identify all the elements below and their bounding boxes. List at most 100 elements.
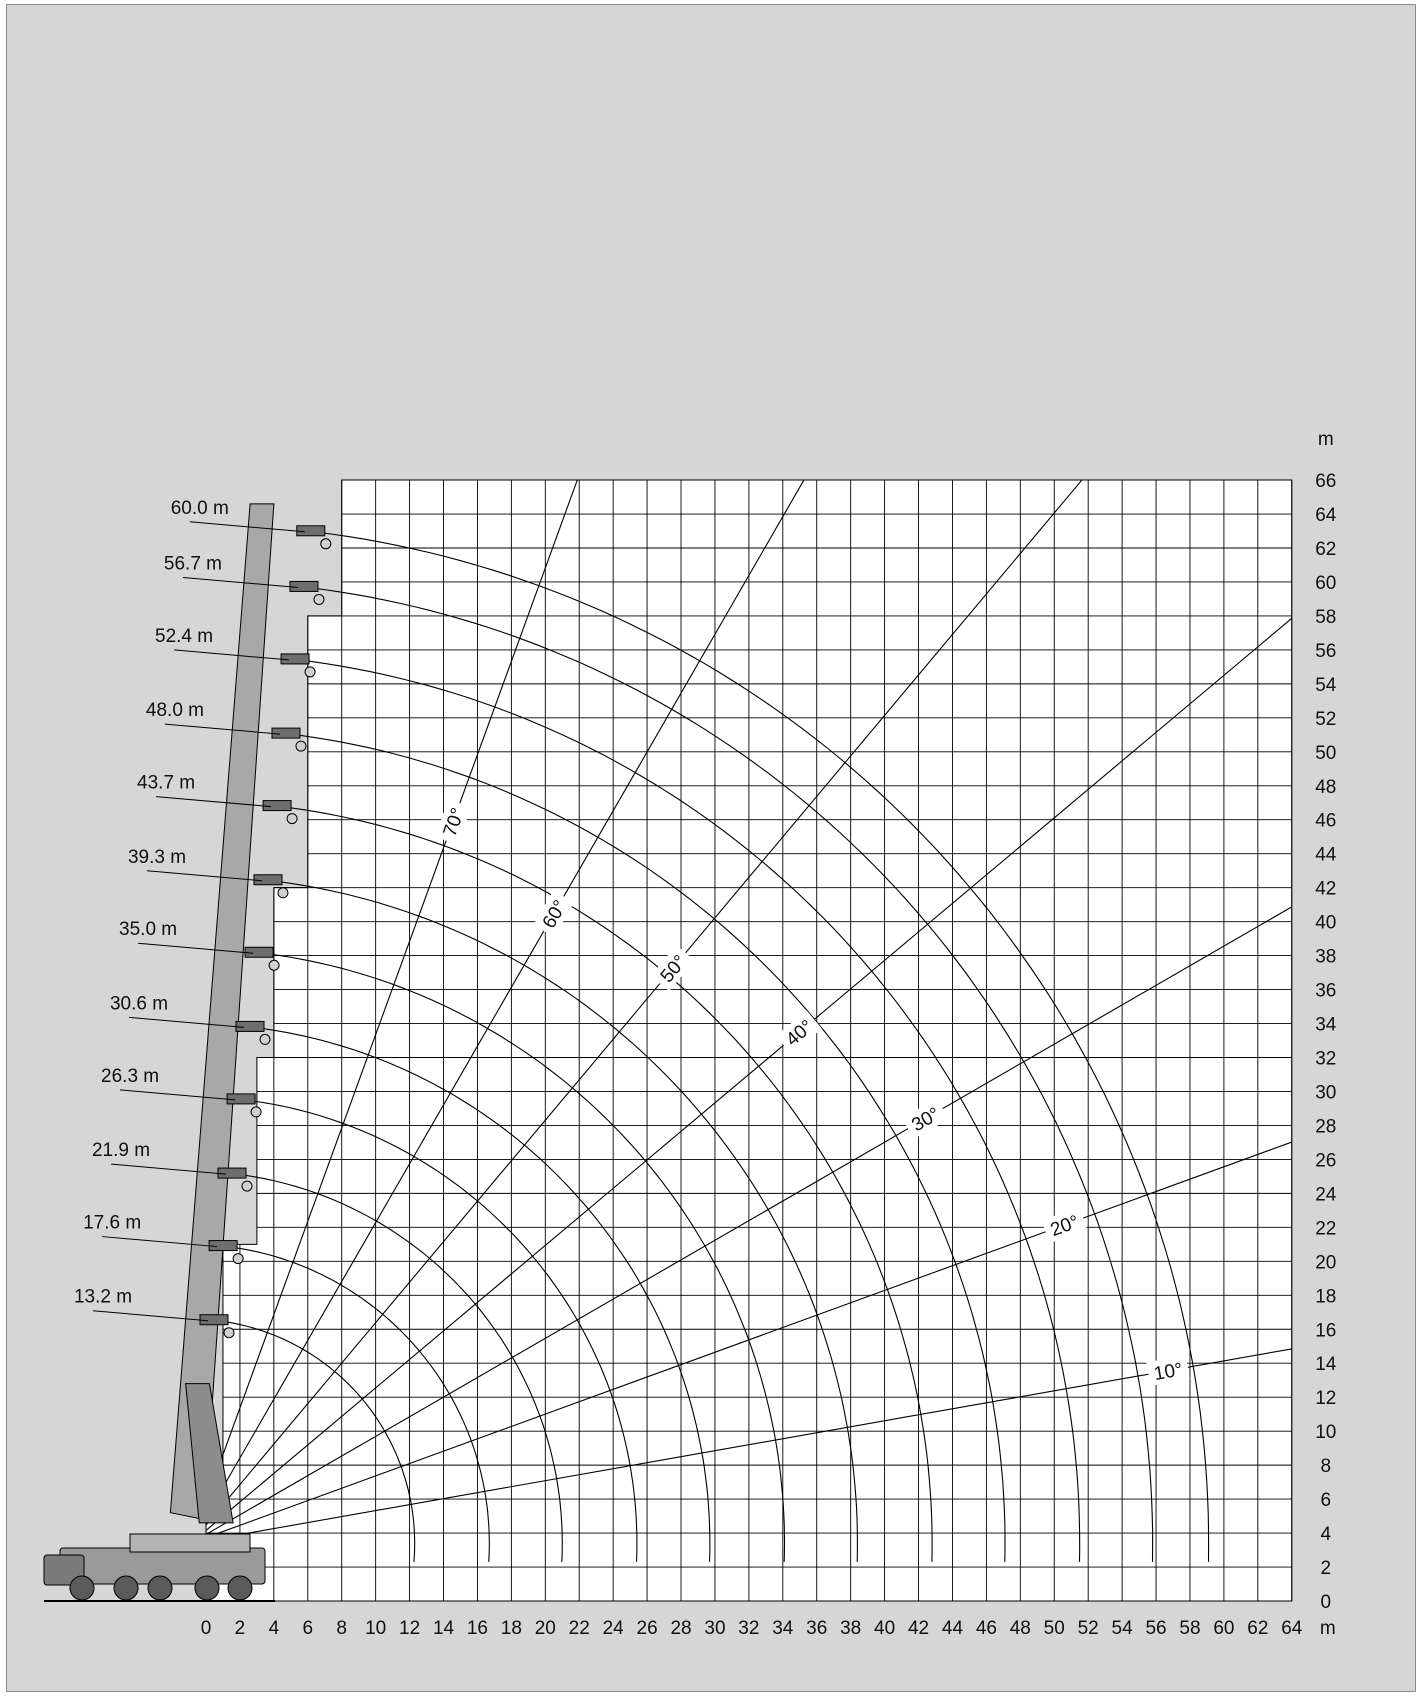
boom-length-leader xyxy=(102,1236,218,1248)
y-tick-label: 52 xyxy=(1315,709,1336,730)
boom-length-leader xyxy=(182,576,299,588)
x-tick-label: 62 xyxy=(1247,1618,1268,1639)
boom-length-label: 13.2 m xyxy=(74,1287,132,1308)
x-tick-label: 46 xyxy=(976,1618,997,1639)
y-tick-label: 22 xyxy=(1315,1218,1336,1239)
angle-label-bg xyxy=(434,798,472,845)
x-tick-label: 56 xyxy=(1145,1618,1166,1639)
hook-block xyxy=(286,813,298,825)
radius-arc-39-3 xyxy=(271,880,858,1562)
x-tick-label: 6 xyxy=(303,1618,314,1639)
boom-length-label: 39.3 m xyxy=(128,847,186,868)
x-tick-label: 36 xyxy=(806,1618,827,1639)
boom-length-leader xyxy=(189,521,305,533)
radius-arc-56-7 xyxy=(307,586,1154,1562)
y-tick-label: 36 xyxy=(1315,981,1336,1002)
x-tick-label: 12 xyxy=(399,1618,420,1639)
boom-length-leader xyxy=(110,1163,227,1175)
hook-block xyxy=(277,887,289,899)
hook-block xyxy=(250,1106,262,1118)
boom-length-leader xyxy=(138,942,254,954)
boom-length-label: 43.7 m xyxy=(137,773,195,794)
y-tick-label: 50 xyxy=(1315,743,1336,764)
x-tick-label: 8 xyxy=(336,1618,347,1639)
boom-section-head xyxy=(253,874,283,886)
boom-section-head xyxy=(199,1314,229,1326)
y-tick-label: 6 xyxy=(1320,1490,1331,1511)
angle-label-bg xyxy=(1041,1206,1088,1244)
boom-section-head xyxy=(271,727,301,739)
y-tick-label: 24 xyxy=(1315,1184,1337,1205)
angle-line-10 xyxy=(205,1348,1292,1542)
y-tick-label: 66 xyxy=(1315,471,1336,492)
hook-block xyxy=(320,538,332,550)
y-tick-label: 10 xyxy=(1315,1422,1336,1443)
angle-line-50 xyxy=(205,479,1083,1526)
radius-arc-35 xyxy=(263,952,786,1562)
y-tick-label: 2 xyxy=(1320,1558,1331,1579)
boom-length-leader xyxy=(156,796,272,808)
hook-block xyxy=(313,593,325,605)
y-tick-label: 4 xyxy=(1320,1524,1331,1545)
crane-cab xyxy=(43,1554,85,1586)
boom-length-leader xyxy=(164,723,281,735)
boom-length-leader xyxy=(174,649,290,661)
angle-line-70 xyxy=(205,479,578,1502)
boom-length-label: 30.6 m xyxy=(110,993,168,1014)
crane-illustration xyxy=(43,503,332,1602)
radius-arc-43-7 xyxy=(281,806,933,1562)
angle-line-40 xyxy=(205,617,1293,1531)
radius-arc-30-6 xyxy=(253,1026,711,1562)
y-tick-label: 0 xyxy=(1320,1592,1331,1613)
x-tick-label: 16 xyxy=(467,1618,488,1639)
boom-length-leader xyxy=(120,1089,236,1101)
boom-section-head xyxy=(208,1240,238,1252)
crane-boom xyxy=(169,503,275,1521)
angle-label-bg xyxy=(775,1010,822,1055)
y-tick-label: 60 xyxy=(1315,573,1336,594)
x-tick-label: 0 xyxy=(201,1618,212,1639)
y-tick-label: 38 xyxy=(1315,947,1336,968)
hook-block xyxy=(268,959,280,971)
boom-length-label: 52.4 m xyxy=(155,626,213,647)
x-tick-label: 20 xyxy=(535,1618,556,1639)
boom-length-label: 60.0 m xyxy=(171,498,229,519)
y-tick-label: 48 xyxy=(1315,777,1336,798)
boom-section-head xyxy=(296,525,326,537)
y-tick-label: 42 xyxy=(1315,879,1336,900)
y-tick-label: 64 xyxy=(1315,505,1337,526)
x-tick-label: 18 xyxy=(501,1618,522,1639)
x-tick-label: 64 xyxy=(1281,1618,1303,1639)
crane-wheel xyxy=(113,1575,139,1601)
x-tick-label: 38 xyxy=(840,1618,861,1639)
angle-label-bg xyxy=(650,945,695,992)
radius-arc-21-9 xyxy=(235,1173,563,1562)
x-axis-label: m xyxy=(1320,1618,1336,1639)
radius-arc-52-4 xyxy=(299,659,1081,1562)
y-tick-label: 8 xyxy=(1320,1456,1331,1477)
hook-block xyxy=(241,1180,253,1192)
y-axis-label: m xyxy=(1318,429,1334,450)
boom-length-label: 21.9 m xyxy=(92,1140,150,1161)
x-tick-label: 50 xyxy=(1044,1618,1065,1639)
y-tick-label: 62 xyxy=(1315,539,1336,560)
x-tick-label: 52 xyxy=(1078,1618,1099,1639)
x-tick-label: 58 xyxy=(1179,1618,1200,1639)
crane-wheel xyxy=(147,1575,173,1601)
x-tick-label: 2 xyxy=(235,1618,246,1639)
boom-section-head xyxy=(244,946,274,958)
x-tick-label: 24 xyxy=(603,1618,625,1639)
angle-label-bg xyxy=(533,890,575,938)
crane-wheel xyxy=(69,1575,95,1601)
crane-luffing-cylinder xyxy=(185,1383,234,1524)
x-tick-label: 40 xyxy=(874,1618,895,1639)
boom-section-head xyxy=(289,580,319,592)
hook-block xyxy=(232,1253,244,1265)
x-tick-label: 26 xyxy=(637,1618,658,1639)
boom-section-head xyxy=(235,1020,265,1032)
x-tick-label: 42 xyxy=(908,1618,929,1639)
y-tick-label: 16 xyxy=(1315,1320,1336,1341)
crane-wheel xyxy=(227,1575,253,1601)
y-tick-label: 46 xyxy=(1315,811,1336,832)
